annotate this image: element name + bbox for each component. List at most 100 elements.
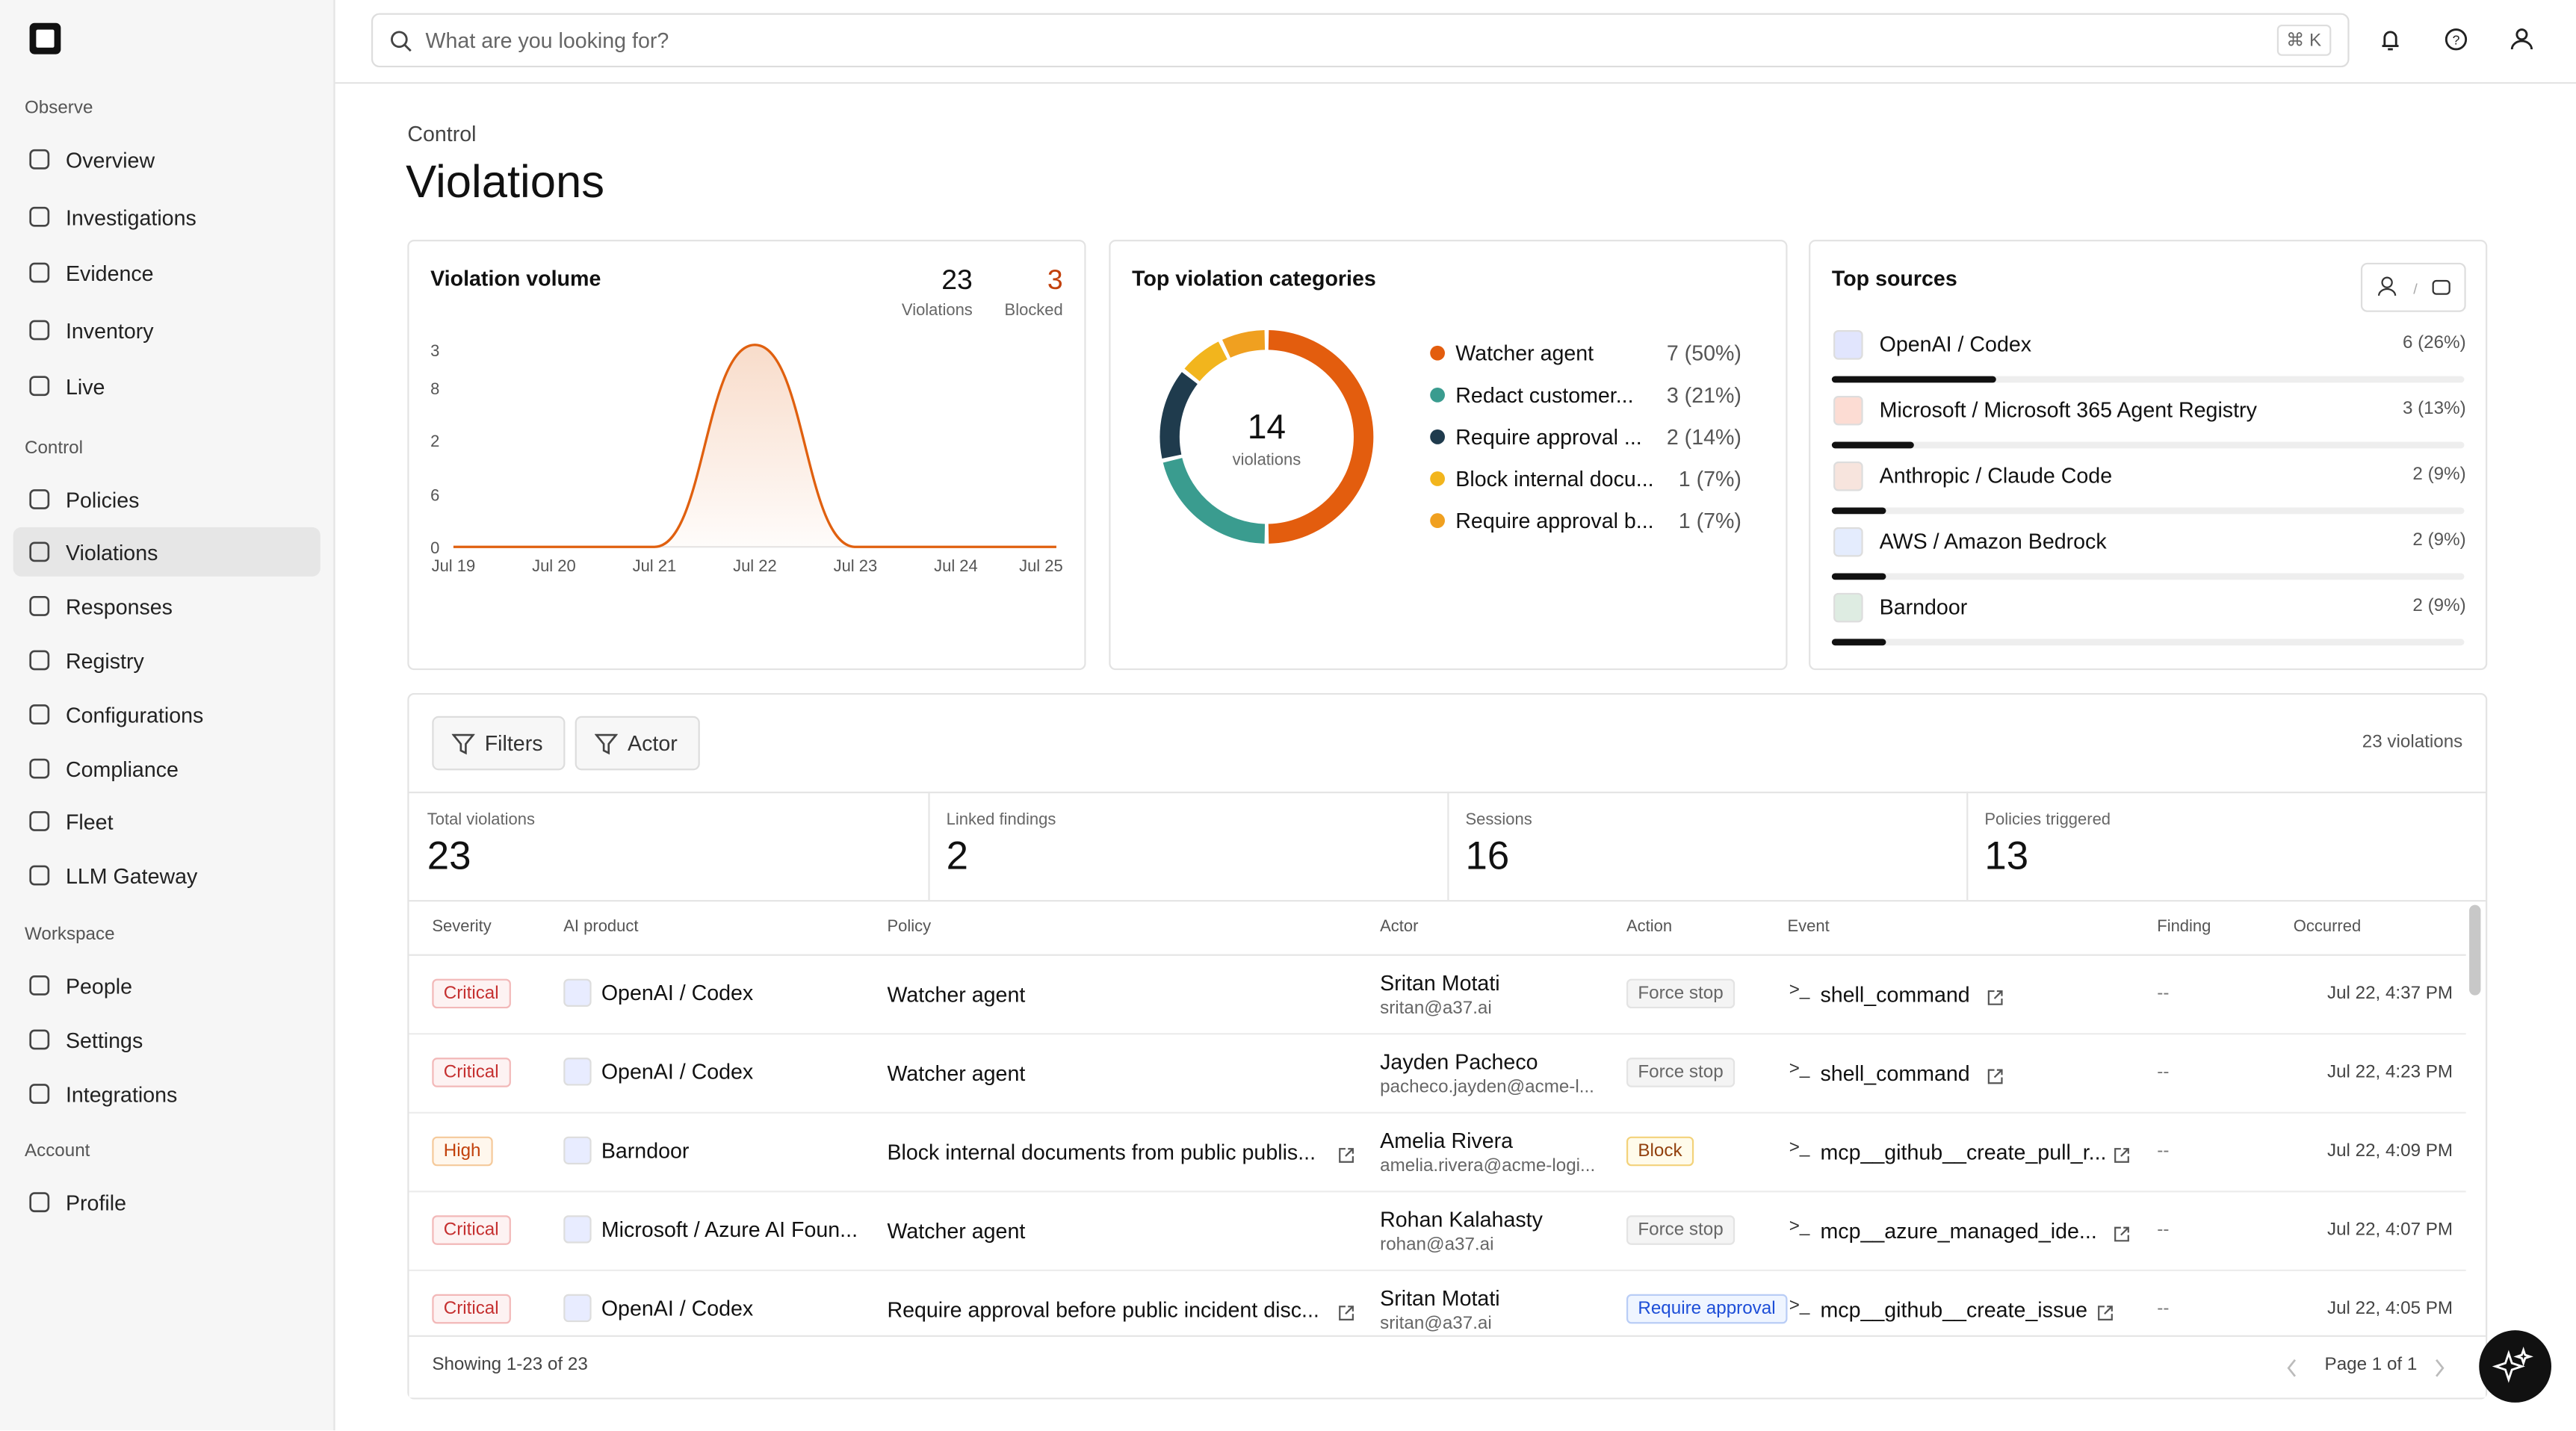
nav-item[interactable]: Investigations <box>13 191 321 240</box>
nav-item[interactable]: People <box>13 960 321 1010</box>
search-box[interactable]: What are you looking for? ⌘ K <box>371 13 2350 68</box>
top-icons[interactable]: ? <box>2377 26 2542 52</box>
table-row[interactable] <box>409 956 2466 1035</box>
logo[interactable] <box>29 22 61 55</box>
product-icon <box>563 1294 592 1323</box>
stat-label: Violations <box>902 300 973 319</box>
occurred: Jul 22, 4:05 PM <box>2326 1299 2453 1319</box>
column-header: Occurred <box>2293 918 2362 937</box>
page-title: Violations <box>406 155 605 208</box>
nav-icon <box>29 205 50 226</box>
legend-value: 7 (50%) <box>1667 342 1741 366</box>
kpi-value: 16 <box>1465 834 1510 879</box>
kpi-label: Total violations <box>427 811 535 830</box>
severity-badge: Critical <box>432 978 511 1009</box>
nav-item[interactable]: Profile <box>13 1178 321 1227</box>
x-tick-label: Jul 23 <box>834 556 878 575</box>
action-badge: Force stop <box>1626 1058 1736 1087</box>
nav-icon <box>29 650 50 671</box>
section-title: Workspace <box>24 924 115 945</box>
nav-icon <box>29 865 50 886</box>
section-title: Control <box>24 438 83 458</box>
area <box>453 344 1056 547</box>
nav-icon <box>29 1192 50 1213</box>
breadcrumb: Control <box>407 121 477 146</box>
actor-email: sritan@a37.ai <box>1380 998 1492 1019</box>
icon-shape <box>2114 1148 2129 1163</box>
finding: -- <box>2157 1141 2170 1161</box>
event-name: shell_command <box>1820 981 1970 1007</box>
nav-item[interactable]: LLM Gateway <box>13 851 321 900</box>
actor-name: Amelia Rivera <box>1380 1128 1514 1153</box>
donut-chart: Watcher agent 7 (50%) Redact customer... 3 … <box>1159 330 1741 544</box>
legend-label: Watcher agent <box>1455 342 1594 366</box>
nav-icon <box>29 975 50 996</box>
nav-item[interactable]: Policies <box>13 474 321 523</box>
nav-item[interactable]: Overview <box>13 134 321 184</box>
actor-email: sritan@a37.ai <box>1380 1314 1492 1334</box>
card-title: Violation volume <box>430 266 601 291</box>
nav-item[interactable]: Responses <box>13 582 321 631</box>
pager-arrows[interactable] <box>2282 1356 2462 1379</box>
table-row[interactable] <box>409 1192 2466 1272</box>
nav-icon <box>29 262 50 283</box>
nav-item[interactable]: Registry <box>13 636 321 685</box>
nav-item[interactable]: Evidence <box>13 248 321 297</box>
event-name: mcp__azure_managed_ide... <box>1820 1218 2097 1244</box>
nav-item[interactable]: Fleet <box>13 797 321 846</box>
filter-button[interactable]: Actor <box>575 716 700 771</box>
nav-item[interactable]: Compliance <box>13 743 321 792</box>
column-header: Severity <box>432 918 492 937</box>
table-footer-bg <box>409 1335 2486 1398</box>
policy-name: Watcher agent <box>887 981 1026 1007</box>
nav-icon <box>29 488 50 509</box>
external-link-icon <box>1987 990 2003 1005</box>
x-tick-label: Jul 25 <box>1019 556 1063 575</box>
icon-shape <box>595 733 618 755</box>
product-icon <box>563 978 592 1007</box>
event-prompt: >_ <box>1789 1295 1810 1316</box>
legend-dot <box>1430 387 1446 403</box>
nav-item[interactable]: Settings <box>13 1014 321 1064</box>
table-row[interactable] <box>409 1114 2466 1193</box>
divider <box>409 791 2486 794</box>
action-badge: Force stop <box>1626 978 1736 1009</box>
icon-shape <box>1987 1069 2003 1084</box>
policy-name: Watcher agent <box>887 1218 1026 1244</box>
nav-item[interactable]: Inventory <box>13 305 321 354</box>
kpi-value: 2 <box>946 834 968 879</box>
nav-item[interactable]: Configurations <box>13 689 321 739</box>
nav-icon <box>29 596 50 617</box>
volume-card: Violation volume 23 Violations 3 Blocked 3 8 2… <box>407 240 1086 671</box>
source-bar <box>1831 639 1887 646</box>
nav-item[interactable]: Violations <box>13 527 321 577</box>
search-placeholder: What are you looking for? <box>425 28 669 53</box>
nav-label: Investigations <box>65 204 196 229</box>
nav-label: LLM Gateway <box>65 863 198 889</box>
finding: -- <box>2157 1220 2170 1241</box>
nav-item[interactable]: Live <box>13 361 321 411</box>
nav-label: Live <box>65 374 105 400</box>
nav-label: Responses <box>65 595 173 620</box>
icon-shape <box>29 596 50 617</box>
stat-label: Blocked <box>1005 300 1063 319</box>
scrollbar <box>2469 904 2481 996</box>
actor-email: amelia.rivera@acme-logi... <box>1380 1156 1596 1176</box>
external-link-icon <box>1339 1148 1354 1163</box>
icon-shape <box>29 205 50 226</box>
external-link-icon <box>2114 1226 2129 1242</box>
assistant-button[interactable] <box>2479 1330 2552 1403</box>
nav-item[interactable]: Integrations <box>13 1068 321 1117</box>
filter-button[interactable]: Filters <box>432 716 566 771</box>
table-row[interactable] <box>409 1034 2466 1114</box>
icon-shape <box>29 319 50 340</box>
source-toggle[interactable]: / <box>2360 262 2466 312</box>
icon-shape <box>29 376 50 397</box>
source-name: OpenAI / Codex <box>1879 332 2032 357</box>
icon-shape <box>1339 1148 1354 1163</box>
product-icon <box>563 1058 592 1086</box>
finding: -- <box>2157 1062 2170 1083</box>
